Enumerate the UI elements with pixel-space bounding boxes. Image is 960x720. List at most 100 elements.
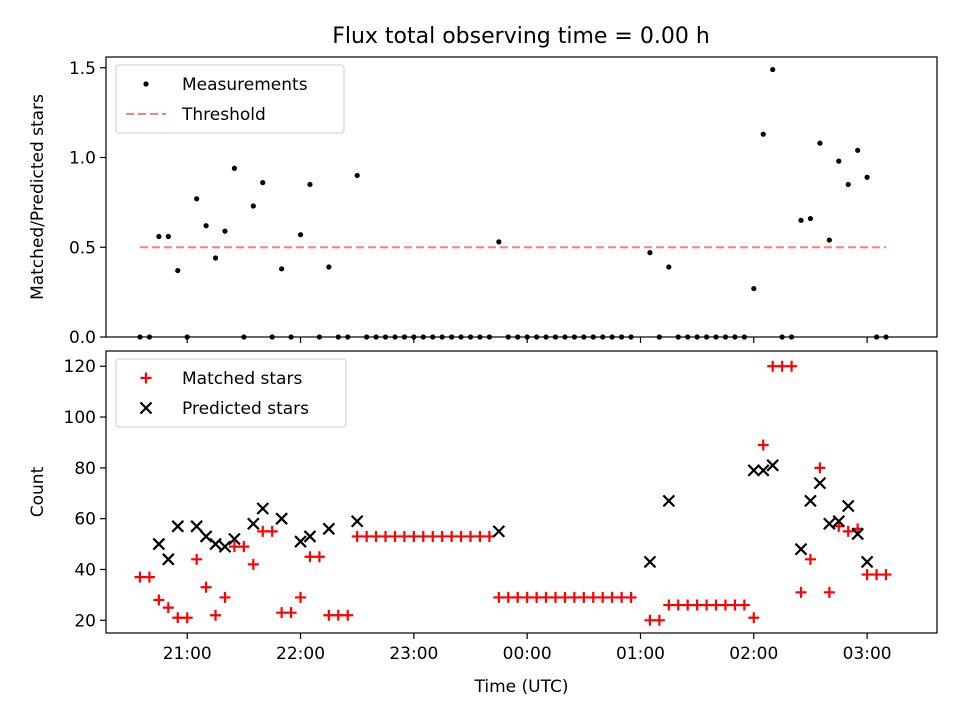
measurement-point <box>543 334 549 340</box>
legend-dot-icon <box>143 81 149 87</box>
matched-star-point <box>285 607 297 619</box>
legend-entry-label: Threshold <box>181 105 266 125</box>
measurement-point <box>826 237 832 243</box>
measurement-point <box>297 232 304 238</box>
matched-star-point <box>587 591 599 603</box>
measurement-point <box>137 334 143 340</box>
matched-star-point <box>701 599 713 611</box>
matched-star-point <box>408 530 420 542</box>
top-y-axis-label: Matched/Predicted stars <box>28 94 48 300</box>
matched-star-point <box>304 551 316 563</box>
matched-star-point <box>663 599 675 611</box>
measurement-point <box>439 334 445 340</box>
measurement-point <box>798 217 804 223</box>
predicted-star-point <box>823 517 836 531</box>
matched-star-point <box>200 581 212 593</box>
matched-star-point <box>842 525 854 537</box>
matched-star-point <box>228 541 240 553</box>
top-series-measurements <box>137 66 889 340</box>
matched-star-point <box>540 591 552 603</box>
predicted-star-point <box>492 525 506 538</box>
matched-star-point <box>238 541 250 553</box>
top-plot-frame <box>105 56 938 338</box>
bottom-axes: 21:00 22:00 23:00 00:00 01:00 02:00 03:00 20 40 6… <box>28 350 938 697</box>
measurement-point <box>458 334 464 340</box>
matched-star-point <box>823 586 835 598</box>
x-axis-label: Time (UTC) <box>474 677 569 697</box>
measurement-point <box>515 334 521 340</box>
measurement-point <box>571 334 577 340</box>
measurement-point <box>269 334 275 340</box>
matched-star-point <box>871 569 883 581</box>
matched-star-point <box>549 591 561 603</box>
predicted-star-point <box>322 522 336 536</box>
matched-star-point <box>672 599 684 611</box>
predicted-star-point <box>171 520 185 533</box>
matched-star-point <box>342 609 354 621</box>
predicted-star-point <box>294 535 307 548</box>
matched-star-point <box>219 591 231 603</box>
measurement-point <box>382 334 389 340</box>
measurement-point <box>222 228 228 234</box>
measurement-point <box>713 334 719 340</box>
measurement-point <box>609 334 615 340</box>
measurement-point <box>883 334 889 340</box>
measurement-point <box>751 285 757 292</box>
measurement-point <box>401 334 408 340</box>
measurement-point <box>307 181 313 188</box>
bottom-series-matched-stars <box>134 360 892 626</box>
measurement-point <box>703 334 710 340</box>
x-tick-label: 01:00 <box>616 644 665 664</box>
measurement-point <box>203 223 209 229</box>
measurement-point <box>581 334 587 340</box>
measurement-point <box>212 255 219 261</box>
matched-star-point <box>474 530 486 542</box>
matched-star-point <box>191 553 203 565</box>
measurement-point <box>505 334 511 340</box>
measurement-point <box>467 334 474 340</box>
measurement-point <box>156 233 162 240</box>
x-tick-label: 21:00 <box>163 644 212 664</box>
matched-star-point <box>427 530 439 542</box>
bottom-legend: Matched stars Predicted stars <box>115 358 347 428</box>
measurement-point <box>675 334 681 340</box>
matched-star-point <box>446 530 458 542</box>
bottom-y-tick-label: 80 <box>74 459 96 479</box>
matched-star-point <box>417 530 429 542</box>
matched-star-point <box>804 553 816 565</box>
measurement-point <box>354 172 360 179</box>
legend-entry-label: Predicted stars <box>182 399 309 419</box>
bottom-y-tick-label: 40 <box>74 560 96 580</box>
predicted-star-point <box>218 540 232 553</box>
measurement-point <box>685 334 691 340</box>
predicted-star-point <box>794 542 808 556</box>
matched-star-point <box>465 530 477 542</box>
matched-star-point <box>880 569 892 581</box>
matched-star-point <box>134 571 146 583</box>
matched-star-point <box>729 599 741 611</box>
predicted-star-point <box>162 553 175 566</box>
measurement-point <box>817 140 823 146</box>
bottom-y-tick-label: 60 <box>74 510 96 530</box>
measurement-point <box>760 131 766 137</box>
measurement-point <box>770 66 776 73</box>
x-tick-label: 03:00 <box>843 644 892 664</box>
matched-star-point <box>257 525 269 537</box>
measurement-point <box>260 180 266 186</box>
measurement-point <box>184 334 190 340</box>
top-y-tick-label: 1.5 <box>69 59 96 79</box>
measurement-point <box>411 334 417 340</box>
measurement-point <box>477 334 483 340</box>
measurement-point <box>864 174 870 180</box>
matched-star-point <box>181 612 193 624</box>
x-tick-label: 22:00 <box>276 644 325 664</box>
matched-star-point <box>380 530 392 542</box>
measurement-point <box>165 233 171 240</box>
matched-star-point <box>493 591 505 603</box>
bottom-y-axis-label: Count <box>28 466 48 517</box>
matched-star-point <box>748 612 760 624</box>
measurement-point <box>250 203 256 209</box>
matched-star-point <box>568 591 580 603</box>
x-tick-label: 00:00 <box>503 644 552 664</box>
predicted-star-point <box>747 464 761 477</box>
